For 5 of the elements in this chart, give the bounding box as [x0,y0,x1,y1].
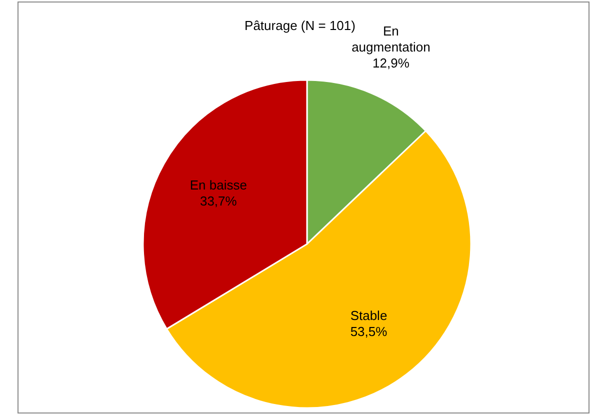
slice-label: Stable [350,308,388,324]
data-label: 53,5% [350,324,388,340]
slice-label: En baisse [190,178,247,193]
data-label: 12,9% [372,55,410,70]
data-label: 33,7% [200,194,238,209]
